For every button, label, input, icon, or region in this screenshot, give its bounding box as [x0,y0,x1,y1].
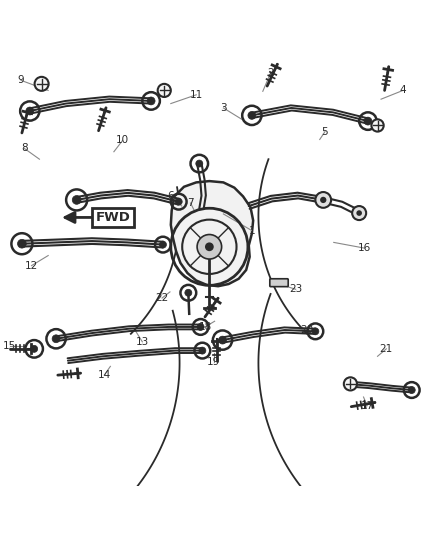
Text: 3: 3 [220,103,227,113]
Circle shape [196,160,203,167]
Text: 21: 21 [380,344,393,354]
Circle shape [185,289,192,296]
Text: 7: 7 [187,198,194,208]
Text: 8: 8 [21,143,28,154]
Text: 13: 13 [136,337,149,347]
Circle shape [35,77,49,91]
Text: 17: 17 [360,401,374,411]
Text: 2: 2 [267,68,274,78]
Circle shape [205,243,214,251]
Text: 20: 20 [300,325,313,335]
Text: 11: 11 [190,90,203,100]
Circle shape [315,192,331,208]
Text: 16: 16 [358,243,371,253]
Circle shape [159,241,166,248]
Circle shape [199,347,206,354]
Text: 10: 10 [116,135,129,146]
Text: 19: 19 [207,357,220,367]
Text: 18: 18 [198,322,212,332]
Text: 5: 5 [321,127,328,136]
Circle shape [18,239,26,248]
Circle shape [26,107,34,115]
Circle shape [248,111,256,119]
Circle shape [147,97,155,105]
Circle shape [197,235,222,259]
Text: 14: 14 [98,370,111,380]
Text: 9: 9 [18,75,25,85]
Text: 15: 15 [3,341,16,351]
Text: 12: 12 [25,261,38,271]
Circle shape [364,117,372,125]
Circle shape [357,210,362,216]
Circle shape [219,336,226,344]
Text: 22: 22 [155,293,169,303]
Text: 6: 6 [167,190,174,200]
Circle shape [175,198,182,205]
Circle shape [52,335,60,343]
Circle shape [352,206,366,220]
Circle shape [158,84,171,97]
Circle shape [408,386,415,393]
Circle shape [31,345,38,352]
Text: 4: 4 [399,85,406,95]
Circle shape [371,119,384,132]
Polygon shape [171,181,253,286]
FancyBboxPatch shape [270,279,288,287]
Text: FWD: FWD [95,211,131,224]
Text: 23: 23 [289,284,302,294]
Circle shape [312,328,319,335]
Circle shape [72,196,81,204]
Circle shape [344,377,357,391]
Circle shape [197,324,204,330]
Circle shape [320,197,326,203]
Text: 1: 1 [248,225,255,236]
